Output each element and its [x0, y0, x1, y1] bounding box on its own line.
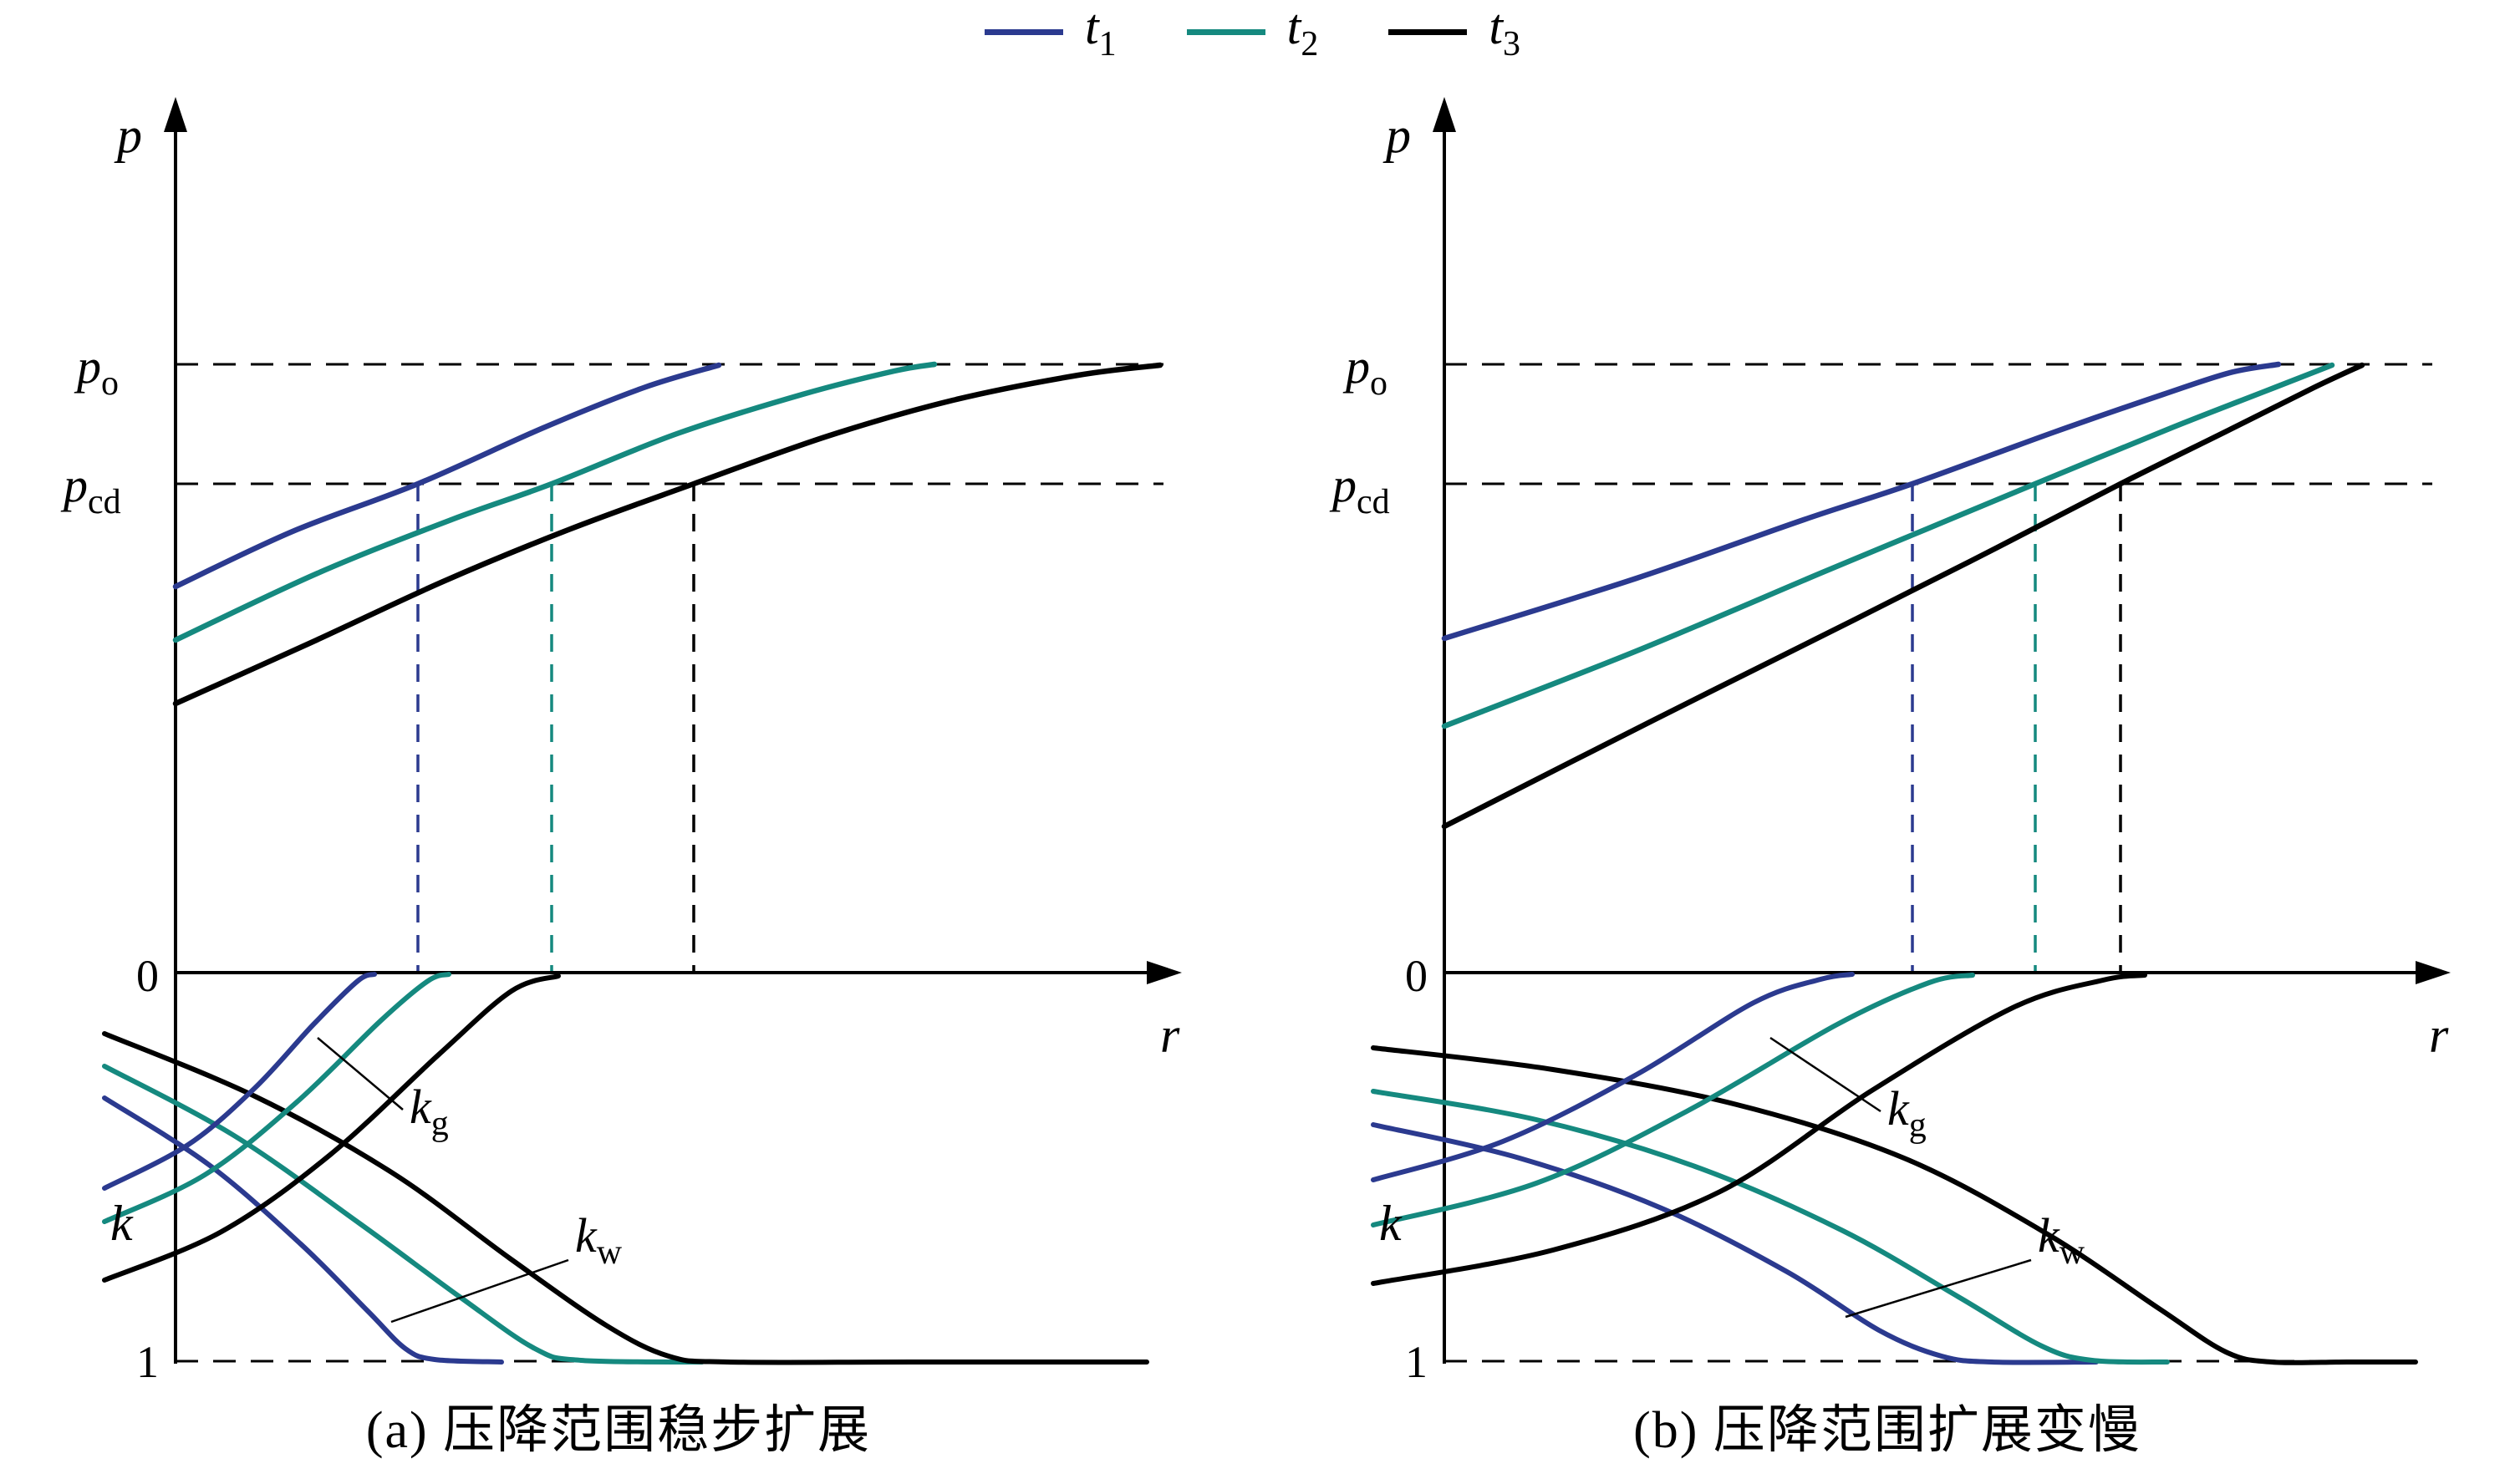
r-axis-label: r: [1160, 1008, 1180, 1063]
panel-b: p po pcd 0 r k 1 kg kw (b) 压降范围扩展变慢: [1302, 62, 2472, 1462]
legend-line-t2: [1186, 28, 1265, 35]
legend-label-t2: t2: [1286, 0, 1319, 64]
r-axis-label: r: [2429, 1008, 2449, 1063]
p-axis-arrow: [164, 97, 187, 132]
kw-label-leader: [390, 1258, 569, 1324]
kg-label: kg: [1887, 1081, 1927, 1145]
panel-b-caption: (b) 压降范围扩展变慢: [1633, 1402, 2141, 1459]
kg-curve-t3: [1371, 973, 2147, 1286]
kg-curve-t2: [1371, 973, 1975, 1227]
kg-curve-t2: [102, 972, 451, 1224]
legend-line-t3: [1388, 28, 1468, 35]
k-label: k: [1379, 1196, 1403, 1251]
kw-curve-t2: [1371, 1089, 2170, 1365]
zero-label: 0: [136, 951, 159, 1001]
zero-label: 0: [1405, 951, 1428, 1001]
p-axis-arrow: [1433, 97, 1456, 132]
panel-a-plot-host: p po pcd 0 r k 1 kg kw: [33, 62, 1204, 1399]
kg-curve-t1: [102, 972, 377, 1191]
po-label: po: [74, 339, 119, 403]
one-label: 1: [136, 1337, 159, 1387]
legend: t1 t2 t3: [0, 2, 2505, 62]
legend-label-t3: t3: [1489, 0, 1520, 64]
panel-b-plot-host: p po pcd 0 r k 1 kg kw: [1302, 62, 2472, 1399]
panel-a-svg: p po pcd 0 r k 1 kg kw: [60, 97, 1182, 1387]
kg-label: kg: [410, 1080, 449, 1143]
kw-label-leader: [1845, 1258, 2032, 1319]
kg-curve-t3: [102, 973, 561, 1283]
one-label: 1: [1405, 1337, 1428, 1387]
pressure-curve-t2: [172, 361, 938, 643]
pcd-label: pcd: [60, 458, 121, 521]
panel-a: p po pcd 0 r k 1 kg kw (a) 压降范围稳步扩展: [33, 62, 1204, 1462]
p-axis-label: p: [1382, 108, 1411, 163]
panels-row: p po pcd 0 r k 1 kg kw (a) 压降范围稳步扩展 p po pcd 0 r k 1 kg…: [33, 62, 2472, 1462]
r-axis-arrow: [2416, 961, 2451, 984]
panel-a-caption: (a) 压降范围稳步扩展: [365, 1402, 872, 1459]
r-axis-arrow: [1147, 961, 1182, 984]
legend-item-t3: t3: [1388, 2, 1520, 62]
po-label: po: [1342, 339, 1387, 403]
kw-curve-t1: [102, 1095, 504, 1365]
legend-item-t2: t2: [1186, 0, 1319, 64]
pressure-curve-t3: [1441, 362, 2365, 830]
pcd-label: pcd: [1329, 458, 1390, 521]
legend-label-t1: t1: [1084, 0, 1117, 64]
legend-item-t1: t1: [984, 0, 1117, 64]
kg-label-leader: [317, 1037, 404, 1110]
panel-b-svg: p po pcd 0 r k 1 kg kw: [1329, 97, 2451, 1387]
pressure-curve-t3: [172, 362, 1163, 707]
pressure-curve-t1: [172, 362, 722, 590]
kg-curve-t1: [1371, 972, 1855, 1182]
k-label: k: [110, 1196, 134, 1251]
legend-line-t1: [984, 28, 1063, 35]
kw-curve-t3: [1371, 1045, 2418, 1365]
pressure-curve-t2: [1441, 362, 2335, 729]
kg-label-leader: [1769, 1036, 1881, 1113]
kw-curve-t2: [102, 1064, 705, 1365]
kw-curve-t1: [1371, 1122, 2099, 1365]
pressure-curve-t1: [1441, 361, 2282, 642]
kw-label: kw: [2038, 1208, 2085, 1272]
kw-label: kw: [575, 1208, 623, 1272]
p-axis-label: p: [114, 108, 142, 163]
